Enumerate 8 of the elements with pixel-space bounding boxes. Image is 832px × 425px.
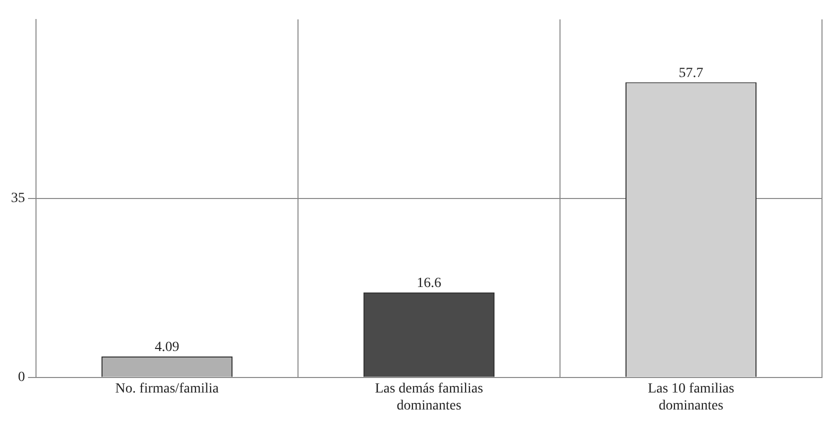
y-tick-label: 0 bbox=[18, 370, 25, 386]
data-label: 4.09 bbox=[154, 340, 180, 356]
x-tick-label: No. firmas/familia bbox=[115, 381, 220, 396]
x-tick-label: Las 10 familias dominantes bbox=[648, 381, 734, 414]
x-tick-label: Las demás familias dominantes bbox=[374, 381, 484, 414]
data-label: 57.7 bbox=[678, 66, 704, 81]
data-label: 16.6 bbox=[416, 276, 442, 292]
y-tick-label: 35 bbox=[11, 191, 25, 206]
